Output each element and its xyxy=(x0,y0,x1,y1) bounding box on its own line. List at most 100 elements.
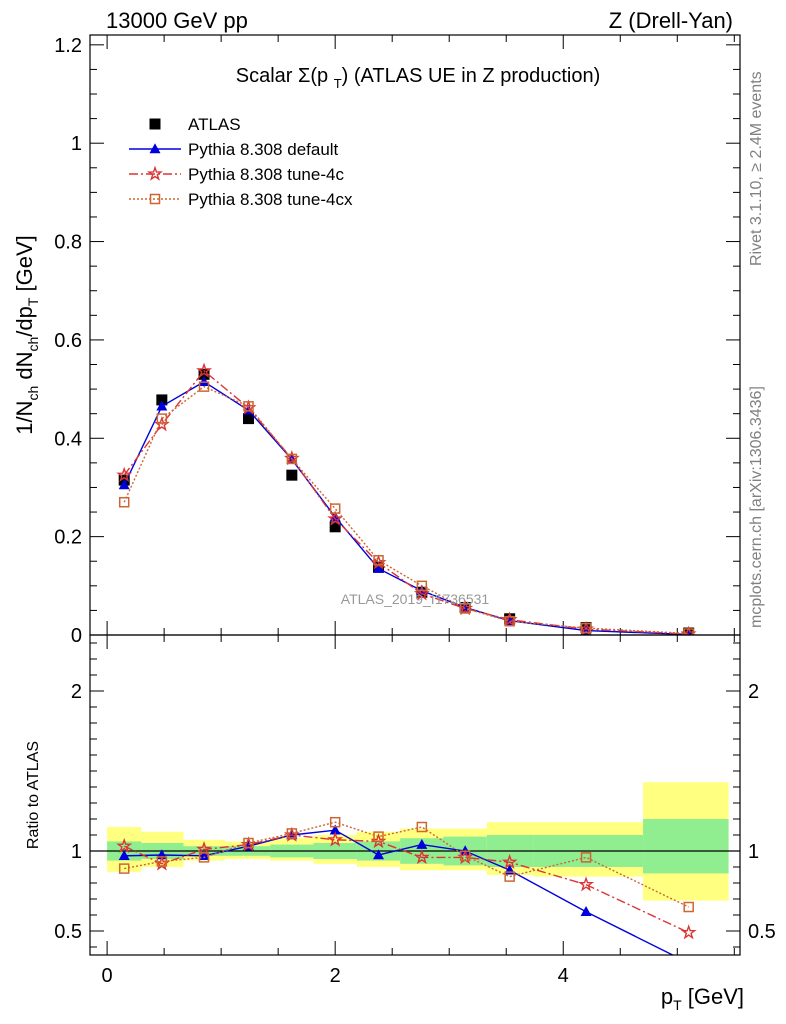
main-data-point xyxy=(329,521,341,533)
mcplots-label: mcplots.cern.ch [arXiv:1306.3436] xyxy=(748,386,765,628)
legend-marker xyxy=(149,118,161,130)
legend-entry: Pythia 8.308 tune-4cx xyxy=(129,190,353,209)
header-right: Z (Drell-Yan) xyxy=(609,8,733,33)
main-data-point xyxy=(416,580,428,592)
ratio-series-line xyxy=(123,834,689,934)
main-data-point xyxy=(243,413,255,425)
main-series-line xyxy=(123,369,689,635)
ratio-plot-frame xyxy=(89,634,741,956)
ratio-series-line xyxy=(124,821,689,908)
legend-entry: Pythia 8.308 tune-4c xyxy=(129,165,344,184)
ratio-data-point xyxy=(580,852,592,863)
main-data-point xyxy=(580,622,592,634)
ratio-data-point xyxy=(373,849,385,860)
ratio-data-point xyxy=(416,838,428,849)
ratio-data-point xyxy=(329,824,341,835)
main-data-point xyxy=(156,394,168,406)
ratio-series-area xyxy=(116,816,697,967)
main-data-point xyxy=(118,479,130,490)
legend-marker xyxy=(149,143,161,154)
ratio-data-point xyxy=(501,853,518,869)
main-y-tick-label: 0.2 xyxy=(54,527,82,549)
legend: ATLAS Pythia 8.308 default Pythia 8.308 tu… xyxy=(129,115,353,209)
analysis-watermark: ATLAS_2019_I1736531 xyxy=(341,591,490,607)
ratio-data-point xyxy=(156,856,168,867)
chart-title-text: Scalar Σ(p xyxy=(236,65,328,87)
main-y-tick-label: 1.2 xyxy=(54,35,82,57)
legend-label: ATLAS xyxy=(188,115,241,134)
ratio-band-green xyxy=(643,819,729,874)
main-series-3 xyxy=(118,381,694,635)
main-data-point xyxy=(683,628,694,635)
chart-title-sub: T xyxy=(334,76,342,91)
main-data-point xyxy=(198,375,210,386)
ratio-data-point xyxy=(578,876,595,892)
main-ticks xyxy=(90,35,740,636)
main-y-label: 1/Nch dNch/dpT [GeV] xyxy=(12,235,41,435)
ratio-bands xyxy=(107,782,729,901)
main-data-point xyxy=(118,496,130,508)
ratio-data-point xyxy=(243,837,254,849)
legend-entry: Pythia 8.308 default xyxy=(129,140,339,159)
main-data-point xyxy=(198,381,210,392)
ratio-data-point xyxy=(413,849,430,865)
main-data-point xyxy=(156,400,168,411)
main-y-tick-label: 0.4 xyxy=(54,428,82,450)
main-y-tick-label: 1 xyxy=(71,133,82,155)
legend-marker xyxy=(149,193,161,205)
legend-label: Pythia 8.308 tune-4cx xyxy=(188,190,353,209)
header-left: 13000 GeV pp xyxy=(106,8,248,33)
ratio-panel: 0.5 0.5 1 1 2 2 0 2 4 xyxy=(54,635,776,987)
ratio-data-point xyxy=(683,901,694,913)
x-axis-label: pT [GeV] xyxy=(661,984,744,1013)
legend-entry: ATLAS xyxy=(149,115,241,134)
ratio-y-tick-label-left: 2 xyxy=(71,681,82,703)
main-series-area xyxy=(116,362,697,635)
legend-label: Pythia 8.308 default xyxy=(188,140,339,159)
ratio-data-point xyxy=(116,837,133,853)
legend-marker xyxy=(147,165,163,181)
ratio-data-point xyxy=(286,828,298,839)
ratio-series-line xyxy=(124,829,675,955)
ratio-y-tick-label-right: 2 xyxy=(748,681,759,703)
ratio-data-point xyxy=(416,821,428,833)
legend-label: Pythia 8.308 tune-4c xyxy=(188,165,344,184)
ratio-series-2 xyxy=(118,816,694,913)
main-data-point xyxy=(329,503,341,514)
chart-title-rest: ) (ATLAS UE in Z production) xyxy=(342,65,601,87)
ratio-y-tick-label-right: 1 xyxy=(748,841,759,863)
ratio-y-tick-label-left: 1 xyxy=(71,841,82,863)
x-tick-label: 2 xyxy=(330,965,341,987)
ratio-y-tick-label-left: 0.5 xyxy=(54,921,82,943)
ratio-data-point xyxy=(118,850,130,861)
main-data-point xyxy=(198,368,210,380)
main-data-point xyxy=(504,615,515,627)
main-data-point xyxy=(327,510,344,526)
ratio-y-tick-label-right: 0.5 xyxy=(748,921,776,943)
main-data-point xyxy=(413,585,430,601)
ratio-data-point xyxy=(196,841,213,857)
main-data-point xyxy=(286,453,298,465)
main-data-point xyxy=(373,554,384,566)
ratio-data-point xyxy=(198,852,210,863)
main-data-point xyxy=(243,401,254,412)
ratio-data-point xyxy=(373,831,384,842)
ratio-data-point xyxy=(459,850,471,862)
main-panel: 0 0.2 0.4 0.6 0.8 1 1.2 xyxy=(54,35,740,647)
main-y-tick-label: 0 xyxy=(71,625,82,647)
rivet-version-label: Rivet 3.1.10, ≥ 2.4M events xyxy=(748,71,765,266)
main-data-point xyxy=(373,562,385,573)
ratio-data-point xyxy=(504,871,515,882)
main-data-point xyxy=(156,413,168,424)
ratio-ticks xyxy=(90,635,740,955)
main-data-point xyxy=(116,466,133,482)
main-y-tick-label: 0.8 xyxy=(54,232,82,254)
ratio-data-point xyxy=(118,863,130,874)
ratio-data-point xyxy=(683,957,694,967)
main-series-line xyxy=(123,385,689,635)
ratio-data-point xyxy=(327,831,344,847)
main-data-point xyxy=(459,603,471,614)
ratio-data-point xyxy=(329,816,341,828)
main-data-point xyxy=(196,362,213,378)
